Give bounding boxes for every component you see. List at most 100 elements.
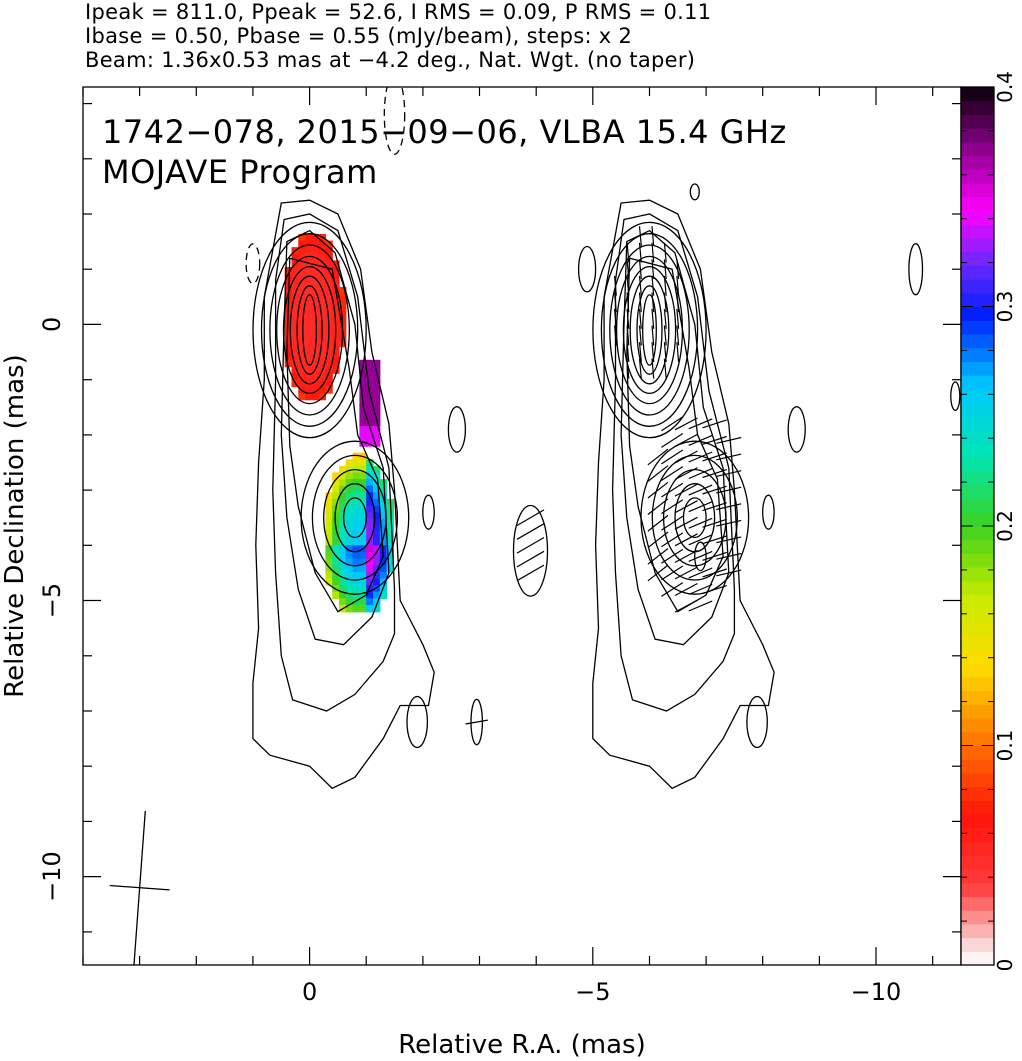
header-line-3: Beam: 1.36x0.53 mas at −4.2 deg., Nat. W…: [85, 48, 696, 72]
contour-level: [296, 285, 323, 375]
evpa-vector: [638, 308, 642, 329]
pol-pixel: [379, 571, 388, 580]
evpa-vector: [702, 469, 727, 479]
pol-pixel: [305, 353, 313, 361]
evpa-vector: [716, 503, 742, 511]
pol-pixel: [359, 552, 367, 560]
pol-pixel: [325, 366, 333, 374]
evpa-vector: [661, 582, 684, 597]
pol-pixel: [291, 326, 299, 335]
contour-level: [622, 265, 677, 395]
pol-pixel: [352, 585, 360, 593]
pol-pixel: [373, 525, 381, 533]
pol-pixel: [345, 565, 354, 573]
pol-pixel: [325, 532, 333, 540]
colorbar-swatch: [961, 882, 994, 897]
pol-pixel: [373, 545, 381, 553]
pol-pixel: [373, 591, 381, 600]
evpa-vector: [651, 325, 655, 346]
pol-pixel: [298, 306, 306, 315]
evpa-vector: [702, 435, 727, 445]
evpa-vector: [647, 514, 669, 532]
pol-pixel: [373, 538, 381, 547]
contour-level: [694, 541, 707, 572]
pol-pixel: [332, 545, 340, 553]
evpa-vector: [688, 451, 713, 463]
colorbar-tick-label: 0.3: [993, 291, 1017, 323]
pol-pixel: [379, 498, 388, 507]
pol-pixel: [332, 313, 340, 321]
contour-level: [609, 244, 690, 416]
pol-pixel: [352, 532, 360, 540]
contour-level: [642, 294, 657, 366]
colorbar-swatch: [961, 580, 994, 596]
pol-pixel: [373, 532, 381, 540]
pol-pixel: [359, 518, 367, 527]
pol-pixel: [379, 538, 388, 547]
colorbar-swatch: [961, 141, 994, 157]
evpa-vector: [626, 292, 630, 313]
pol-pixel: [379, 512, 388, 520]
pol-pixel: [345, 585, 354, 593]
evpa-vector: [688, 468, 713, 480]
contour-level: [689, 183, 700, 201]
pol-pixel: [373, 585, 381, 593]
pol-pixel: [318, 339, 326, 348]
evpa-vector: [651, 242, 655, 263]
pol-pixel: [284, 273, 293, 281]
evpa-vector: [676, 325, 680, 346]
pol-pixel: [359, 465, 367, 474]
colorbar-swatch: [961, 800, 994, 815]
pol-pixel: [332, 353, 340, 361]
pol-pixel: [352, 591, 360, 600]
colorbar-swatch: [961, 759, 994, 774]
contour-level: [629, 275, 670, 385]
contour-level: [626, 257, 724, 613]
evpa-vector: [516, 536, 545, 554]
pol-pixel: [366, 605, 374, 613]
evpa-vector: [626, 259, 630, 280]
contour-level: [289, 275, 330, 385]
colorbar-swatch: [961, 457, 994, 472]
evpa-vector: [674, 566, 698, 580]
pol-pixel: [325, 240, 333, 248]
pol-pixel: [373, 552, 381, 560]
contour-level: [950, 381, 961, 412]
pol-pixel: [379, 585, 388, 593]
pol-pixel: [318, 300, 326, 308]
evpa-vector: [676, 275, 680, 296]
pol-pixel: [366, 565, 374, 573]
pol-pixel: [311, 326, 320, 335]
evpa-vector: [663, 259, 667, 280]
x-tick-label: 0: [302, 978, 317, 1006]
pol-pixel: [373, 373, 381, 381]
evpa-vector: [647, 564, 669, 582]
pol-pixel: [366, 512, 374, 520]
pol-pixel: [291, 320, 299, 328]
pol-pixel: [366, 552, 374, 560]
pol-pixel: [352, 505, 360, 513]
evpa-vector: [638, 242, 642, 263]
evpa-vector: [702, 585, 727, 594]
colorbar-swatch: [961, 237, 994, 253]
pol-pixel: [373, 465, 381, 474]
pol-pixel: [325, 373, 333, 381]
pol-pixel: [298, 346, 306, 354]
pol-pixel: [339, 538, 347, 547]
evpa-vector: [663, 342, 667, 362]
evpa-vector: [651, 342, 655, 362]
pol-pixel: [332, 366, 340, 374]
pol-pixel: [318, 267, 326, 275]
pol-pixel: [311, 392, 320, 401]
contour-level: [323, 468, 387, 567]
evpa-vector: [661, 449, 684, 465]
colorbar-swatch: [961, 827, 994, 843]
colorbar-swatch: [961, 869, 994, 884]
pol-pixel: [298, 379, 306, 388]
pol-pixel: [359, 472, 367, 480]
pol-pixel: [332, 492, 340, 500]
contour-level: [620, 229, 730, 646]
pol-pixel: [318, 253, 326, 262]
pol-pixel: [332, 300, 340, 308]
pol-pixel: [284, 326, 293, 335]
